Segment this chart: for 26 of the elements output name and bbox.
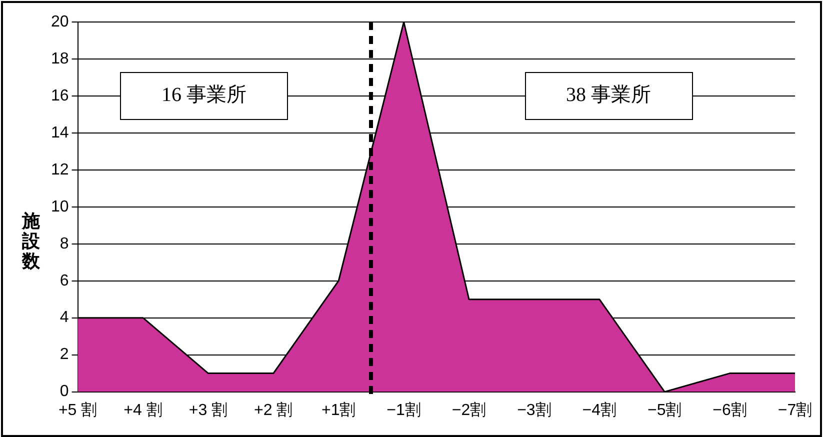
y-tick-label: 14 [51,124,69,142]
label-box: 38 事業所 [524,72,693,120]
y-tick-label: 2 [60,346,69,364]
y-tick-label: 0 [60,383,69,400]
x-tick-label: −4割 [582,400,617,419]
x-tick-label: −6割 [712,400,747,419]
x-tick-label: −3割 [517,400,552,419]
x-tick-label: +1割 [321,400,356,419]
x-tick-label: +4 割 [124,400,162,419]
y-tick-label: 16 [51,87,69,104]
x-tick-label: −5割 [647,400,682,419]
y-tick-label: 10 [51,198,69,216]
y-tick-label: 8 [60,235,69,252]
x-tick-label: +5 割 [58,400,98,419]
y-tick-label: 18 [51,50,69,68]
y-tick-label: 6 [60,272,69,290]
x-tick-label: −2割 [452,400,486,419]
y-axis-title: 施設数 [22,211,40,272]
x-tick-label: −1割 [386,400,421,419]
label-box: 16 事業所 [120,72,288,120]
x-tick-label: −7割 [778,400,812,419]
y-tick-label: 12 [51,161,69,178]
y-tick-label: 20 [51,13,69,30]
y-tick-label: 4 [60,309,69,326]
x-tick-label: +2 割 [254,400,293,419]
x-tick-label: +3 割 [188,400,228,419]
